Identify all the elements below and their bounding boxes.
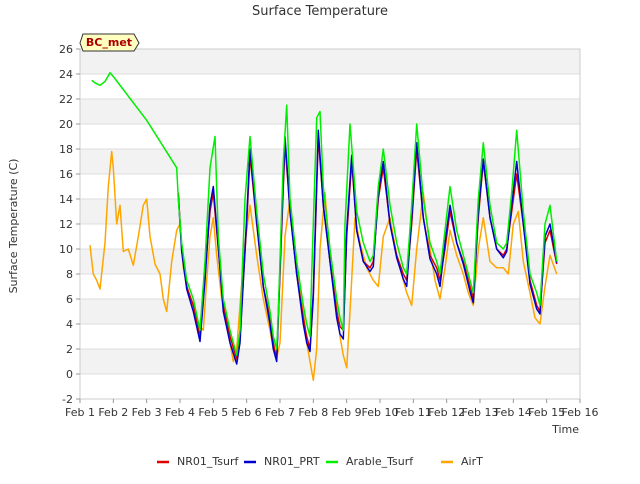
- x-tick-label: Feb 15: [528, 406, 565, 419]
- x-tick-label: Feb 14: [495, 406, 532, 419]
- x-axis-ticks: Feb 1 Feb 2 Feb 3 Feb 4 Feb 5 Feb 6 Feb 7 Feb 8…: [65, 399, 598, 419]
- x-tick-label: Feb 6: [232, 406, 262, 419]
- plot-band: [80, 149, 580, 174]
- series-lines: [89, 72, 558, 382]
- series-line-arable-tsurf: [91, 72, 558, 357]
- y-axis-label: Surface Temperature (C): [7, 159, 20, 294]
- legend-label: NR01_Tsurf: [177, 455, 239, 468]
- y-tick-label: 2: [66, 343, 73, 356]
- plot-band: [80, 349, 580, 374]
- plot-band: [80, 174, 580, 199]
- x-tick-label: Feb 3: [132, 406, 162, 419]
- y-tick-label: 20: [59, 118, 73, 131]
- y-tick-label: -2: [62, 393, 73, 406]
- series-line-nr01-prt: [177, 129, 558, 365]
- y-tick-label: 4: [66, 318, 73, 331]
- y-tick-label: 16: [59, 168, 73, 181]
- x-tick-label: Feb 11: [395, 406, 432, 419]
- bc-met-annotation: BC_met: [79, 33, 140, 52]
- y-tick-label: 10: [59, 243, 73, 256]
- x-tick-label: Feb 10: [362, 406, 399, 419]
- legend-label: AirT: [461, 455, 483, 468]
- plot-band: [80, 299, 580, 324]
- y-tick-label: 26: [59, 43, 73, 56]
- x-tick-label: Feb 1: [65, 406, 95, 419]
- x-tick-label: Feb 16: [562, 406, 599, 419]
- plot-band: [80, 99, 580, 124]
- x-tick-label: Feb 4: [165, 406, 195, 419]
- x-tick-label: Feb 8: [298, 406, 328, 419]
- y-tick-label: 0: [66, 368, 73, 381]
- y-tick-label: 14: [59, 193, 73, 206]
- plot-band: [80, 199, 580, 224]
- y-tick-label: 12: [59, 218, 73, 231]
- plot-bands: [80, 49, 580, 399]
- y-tick-label: 8: [66, 268, 73, 281]
- y-tick-label: 22: [59, 93, 73, 106]
- plot-band: [80, 49, 580, 74]
- y-tick-label: 24: [59, 68, 73, 81]
- y-tick-label: 6: [66, 293, 73, 306]
- x-tick-label: Feb 13: [462, 406, 499, 419]
- plot-band: [80, 374, 580, 399]
- plot-band: [80, 274, 580, 299]
- x-tick-label: Feb 2: [98, 406, 128, 419]
- x-tick-label: Feb 12: [428, 406, 465, 419]
- legend-label: NR01_PRT: [264, 455, 320, 468]
- legend: NR01_Tsurf NR01_PRT Arable_Tsurf AirT: [157, 455, 483, 468]
- annotation-box: [79, 33, 140, 52]
- x-tick-label: Feb 7: [265, 406, 295, 419]
- y-tick-label: 18: [59, 143, 73, 156]
- chart-title: Surface Temperature: [252, 4, 388, 19]
- x-axis-label: Time: [551, 423, 579, 436]
- legend-label: Arable_Tsurf: [346, 455, 414, 468]
- annotation-label: BC_met: [86, 36, 132, 49]
- series-line-airt: [89, 150, 558, 382]
- plot-band: [80, 324, 580, 349]
- plot-band: [80, 124, 580, 149]
- x-tick-label: Feb 5: [198, 406, 228, 419]
- plot-band: [80, 74, 580, 99]
- x-tick-label: Feb 9: [332, 406, 362, 419]
